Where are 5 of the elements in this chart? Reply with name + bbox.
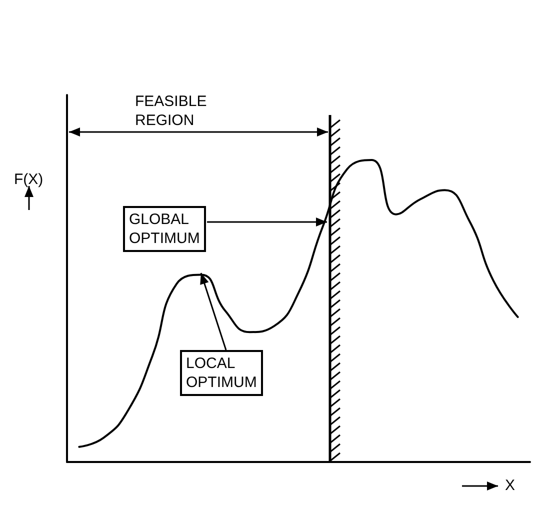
y-axis-title: F(X) [14,170,44,189]
annotation: GLOBAL OPTIMUM [123,206,206,252]
annotation: LOCAL OPTIMUM [180,350,263,396]
text: FEASIBLE REGION [135,92,207,130]
x-axis-title: X [505,476,516,495]
